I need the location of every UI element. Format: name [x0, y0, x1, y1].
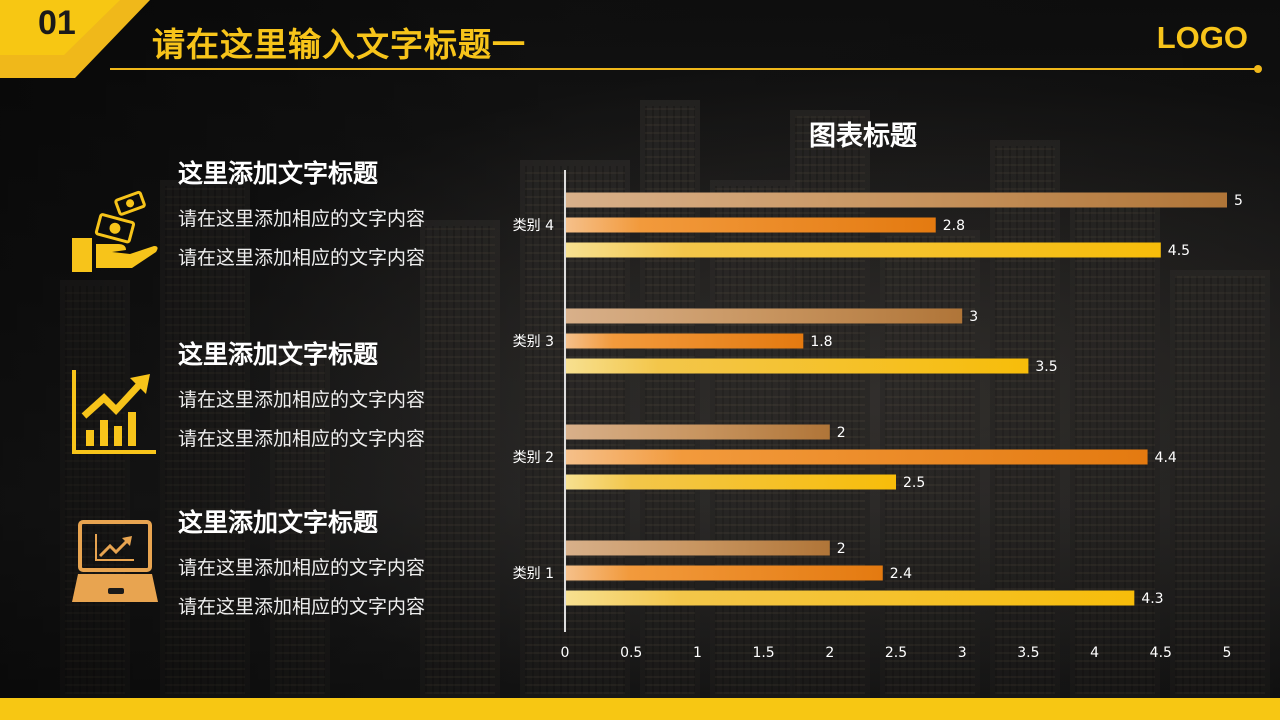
data-label: 4.3 — [1141, 591, 1163, 607]
x-tick-label: 3.5 — [1017, 645, 1039, 661]
feature-item-2: 这里添加文字标题 请在这里添加相应的文字内容请在这里添加相应的文字内容 — [178, 335, 448, 458]
x-tick-label: 0.5 — [620, 645, 642, 661]
logo: LOGO — [1156, 20, 1248, 55]
x-tick-label: 3 — [958, 645, 967, 661]
page-title: 请在这里输入文字标题一 — [152, 25, 526, 64]
x-tick-label: 2.5 — [885, 645, 907, 661]
feature-description: 请在这里添加相应的文字内容请在这里添加相应的文字内容 — [178, 208, 426, 269]
growth-chart-icon — [72, 370, 156, 454]
data-label: 2.5 — [903, 475, 925, 491]
data-label: 3 — [969, 309, 978, 325]
x-tick-label: 1 — [693, 645, 702, 661]
data-label: 3.5 — [1035, 359, 1057, 375]
header-divider — [110, 68, 1258, 70]
category-label: 类别 4 — [513, 218, 554, 234]
category-label: 类别 2 — [513, 450, 554, 466]
money-hand-icon — [72, 190, 158, 272]
x-tick-label: 4 — [1090, 645, 1099, 661]
data-label: 2 — [837, 425, 846, 441]
feature-heading: 这里添加文字标题 — [178, 508, 379, 537]
bar — [566, 424, 830, 440]
category-label: 类别 3 — [513, 334, 554, 350]
data-label: 2.8 — [943, 218, 965, 234]
feature-heading: 这里添加文字标题 — [178, 340, 379, 369]
bar — [566, 474, 896, 490]
data-label: 2 — [837, 541, 846, 557]
x-tick-label: 2 — [825, 645, 834, 661]
bar — [566, 449, 1148, 465]
bar — [566, 242, 1161, 258]
data-label: 5 — [1234, 193, 1243, 209]
laptop-chart-icon — [72, 520, 158, 602]
feature-description: 请在这里添加相应的文字内容请在这里添加相应的文字内容 — [178, 557, 426, 618]
header-divider-dot — [1254, 65, 1262, 73]
data-label: 4.5 — [1168, 243, 1190, 259]
x-tick-label: 5 — [1223, 645, 1232, 661]
bar — [566, 192, 1227, 208]
data-label: 2.4 — [890, 566, 912, 582]
feature-description: 请在这里添加相应的文字内容请在这里添加相应的文字内容 — [178, 389, 426, 450]
data-label: 4.4 — [1155, 450, 1177, 466]
feature-item-3: 这里添加文字标题 请在这里添加相应的文字内容请在这里添加相应的文字内容 — [178, 503, 448, 626]
bar — [566, 565, 883, 581]
bar — [566, 217, 936, 233]
data-label: 1.8 — [810, 334, 832, 350]
x-tick-label: 4.5 — [1150, 645, 1172, 661]
x-tick-label: 1.5 — [752, 645, 774, 661]
chart-title: 图表标题 — [809, 121, 917, 152]
bar-chart: 类别 1 4.3 2.4 2 类别 2 2.5 4.4 2 类别 3 3.5 1.8 3 类别 4 4.5… — [513, 170, 1243, 661]
x-tick-label: 0 — [561, 645, 570, 661]
bar — [566, 540, 830, 556]
bar — [566, 590, 1135, 606]
feature-heading: 这里添加文字标题 — [178, 159, 379, 188]
page-number: 01 — [38, 4, 76, 42]
bar — [566, 308, 963, 324]
bar — [566, 358, 1029, 374]
category-label: 类别 1 — [513, 566, 554, 582]
page-number-badge — [0, 0, 150, 78]
feature-item-1: 这里添加文字标题 请在这里添加相应的文字内容请在这里添加相应的文字内容 — [178, 154, 448, 277]
bar — [566, 333, 804, 349]
footer-bar — [0, 698, 1280, 720]
